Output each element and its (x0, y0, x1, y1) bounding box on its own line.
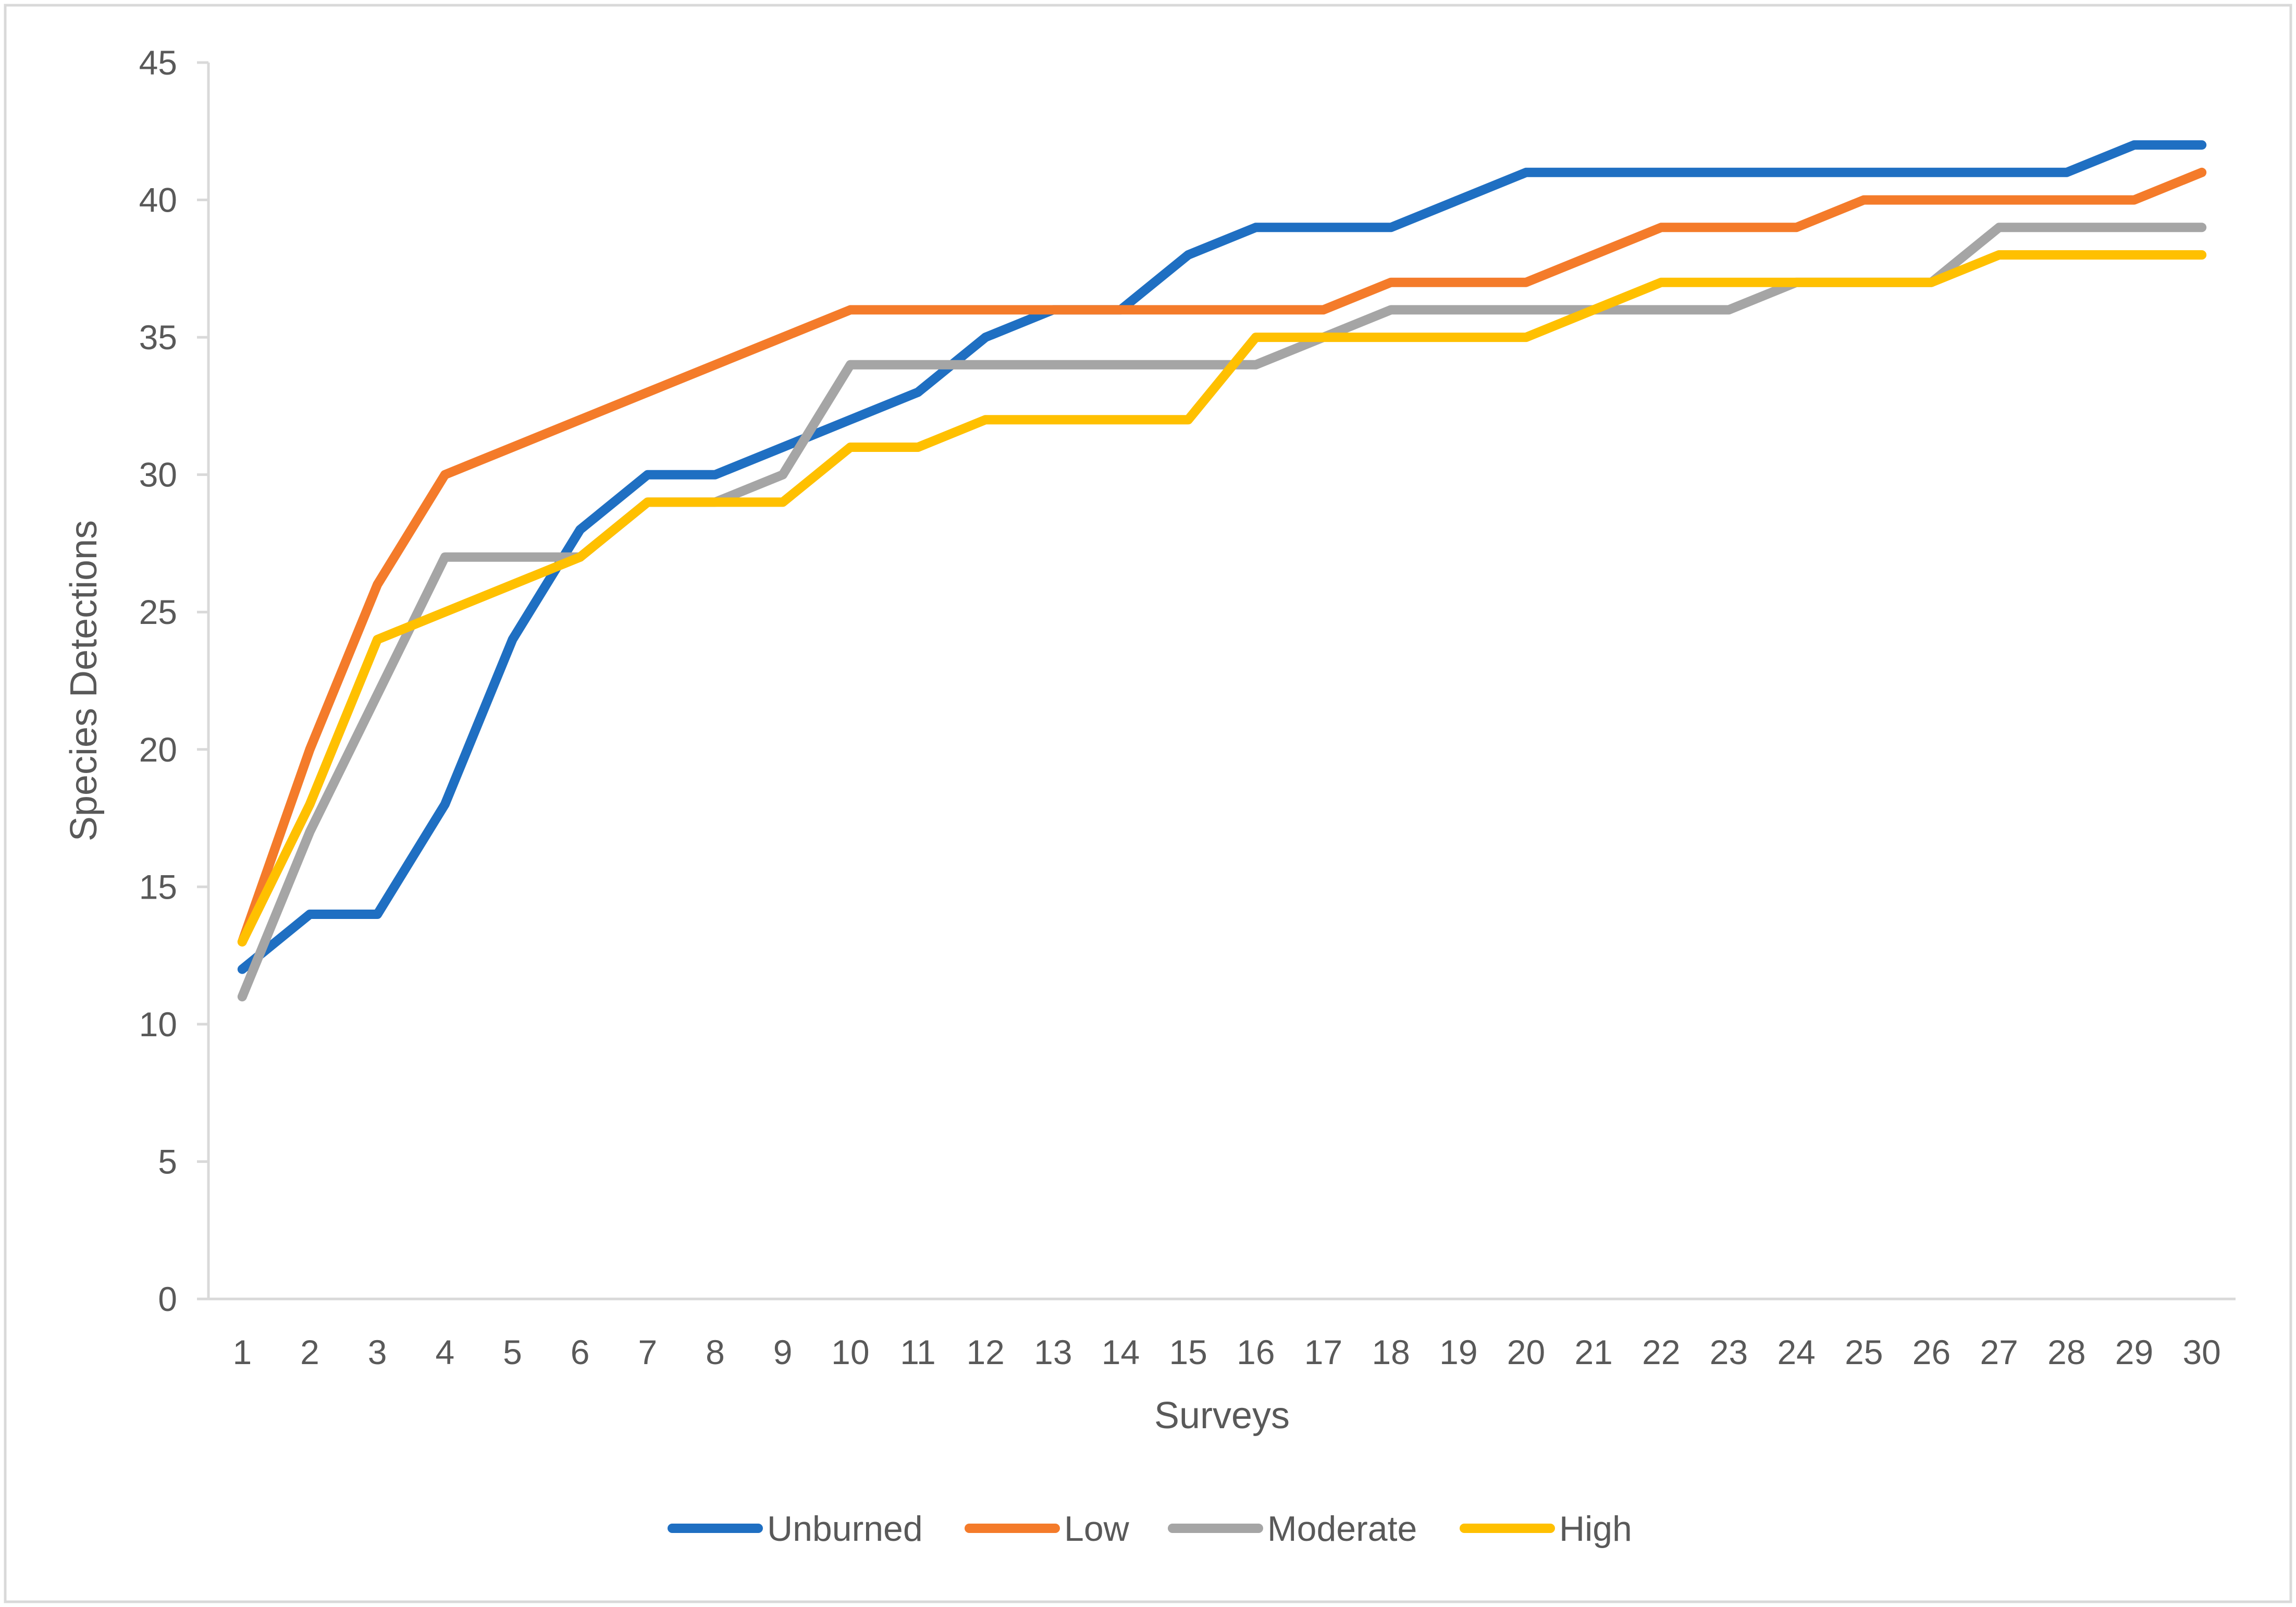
legend-label-unburned: Unburned (767, 1509, 923, 1549)
x-axis-title: Surveys (1154, 1395, 1290, 1437)
x-tick-label: 26 (1912, 1333, 1951, 1371)
series-line-unburned (237, 140, 2207, 974)
legend-label-moderate: Moderate (1267, 1509, 1417, 1549)
x-tick-label: 20 (1507, 1333, 1545, 1371)
x-tick-label: 3 (368, 1333, 387, 1371)
x-tick-label: 2 (300, 1333, 319, 1371)
x-tick-label: 6 (571, 1333, 590, 1371)
x-tick-label: 30 (2182, 1333, 2220, 1371)
x-tick-label: 14 (1102, 1333, 1140, 1371)
x-tick-label: 19 (1439, 1333, 1477, 1371)
y-tick-label: 25 (139, 593, 177, 631)
y-tick-label: 0 (158, 1280, 177, 1318)
x-tick-label: 4 (435, 1333, 454, 1371)
x-tick-label: 7 (638, 1333, 657, 1371)
y-tick-label: 35 (139, 318, 177, 357)
chart-border (4, 4, 2292, 1603)
legend-label-low: Low (1064, 1509, 1130, 1549)
y-axis-title: Species Detections (63, 520, 105, 841)
x-tick-label: 23 (1710, 1333, 1748, 1371)
y-tick-label: 5 (158, 1142, 177, 1181)
y-tick-label: 30 (139, 456, 177, 494)
x-tick-label: 25 (1845, 1333, 1883, 1371)
x-tick-label: 15 (1169, 1333, 1207, 1371)
y-tick-label: 20 (139, 730, 177, 769)
x-tick-label: 12 (966, 1333, 1004, 1371)
x-tick-label: 11 (900, 1333, 936, 1371)
x-tick-label: 5 (503, 1333, 522, 1371)
x-tick-label: 17 (1304, 1333, 1342, 1371)
x-tick-label: 9 (773, 1333, 793, 1371)
x-tick-label: 13 (1034, 1333, 1072, 1371)
y-tick-label: 15 (139, 867, 177, 906)
x-tick-label: 22 (1642, 1333, 1680, 1371)
x-tick-label: 1 (232, 1333, 252, 1371)
x-tick-label: 10 (831, 1333, 869, 1371)
y-tick-label: 45 (139, 43, 177, 82)
series-line-low (237, 167, 2207, 947)
y-tick-label: 40 (139, 181, 177, 219)
series-lines (237, 140, 2207, 1002)
legend: Unburned Low Moderate High (668, 1509, 1632, 1549)
x-tick-label: 29 (2115, 1333, 2153, 1371)
x-tick-label: 21 (1574, 1333, 1612, 1371)
series-line-high (237, 250, 2207, 947)
x-tick-label: 28 (2047, 1333, 2085, 1371)
x-tick-label: 16 (1237, 1333, 1275, 1371)
legend-label-high: High (1559, 1509, 1632, 1549)
x-tick-label: 8 (706, 1333, 725, 1371)
x-tick-label: 24 (1777, 1333, 1815, 1371)
y-tick-label: 10 (139, 1005, 177, 1044)
x-tick-label: 18 (1372, 1333, 1410, 1371)
x-tick-label: 27 (1980, 1333, 2018, 1371)
